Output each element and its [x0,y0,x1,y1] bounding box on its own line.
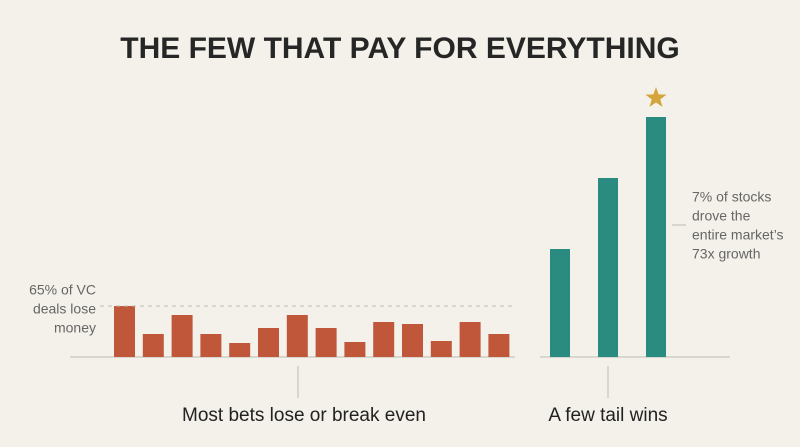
bar [430,341,452,357]
bar [258,328,279,357]
annotation: drove the [692,208,751,224]
bar [142,334,164,357]
group-label: A few tail wins [548,405,667,426]
bar [373,322,395,357]
bar [646,117,666,357]
bar [229,343,251,357]
bar [286,315,308,357]
annotation: deals lose [33,301,96,317]
bar [550,249,570,357]
group-label: Most bets lose or break even [182,405,426,426]
annotation: 65% of VC [29,282,96,298]
bar [402,324,423,357]
annotation: entire market’s [692,227,784,243]
annotation: 7% of stocks [692,189,771,205]
bar [488,334,510,357]
chart-title: THE FEW THAT PAY FOR EVERYTHING [120,32,679,65]
annotation: 73x growth [692,246,760,262]
bar [598,178,618,357]
bar [315,328,337,357]
star [645,87,667,107]
bar [344,342,366,357]
bar [200,334,222,357]
annotation: money [54,320,96,336]
bar [171,315,193,357]
bar [114,306,135,357]
bar [459,322,481,357]
